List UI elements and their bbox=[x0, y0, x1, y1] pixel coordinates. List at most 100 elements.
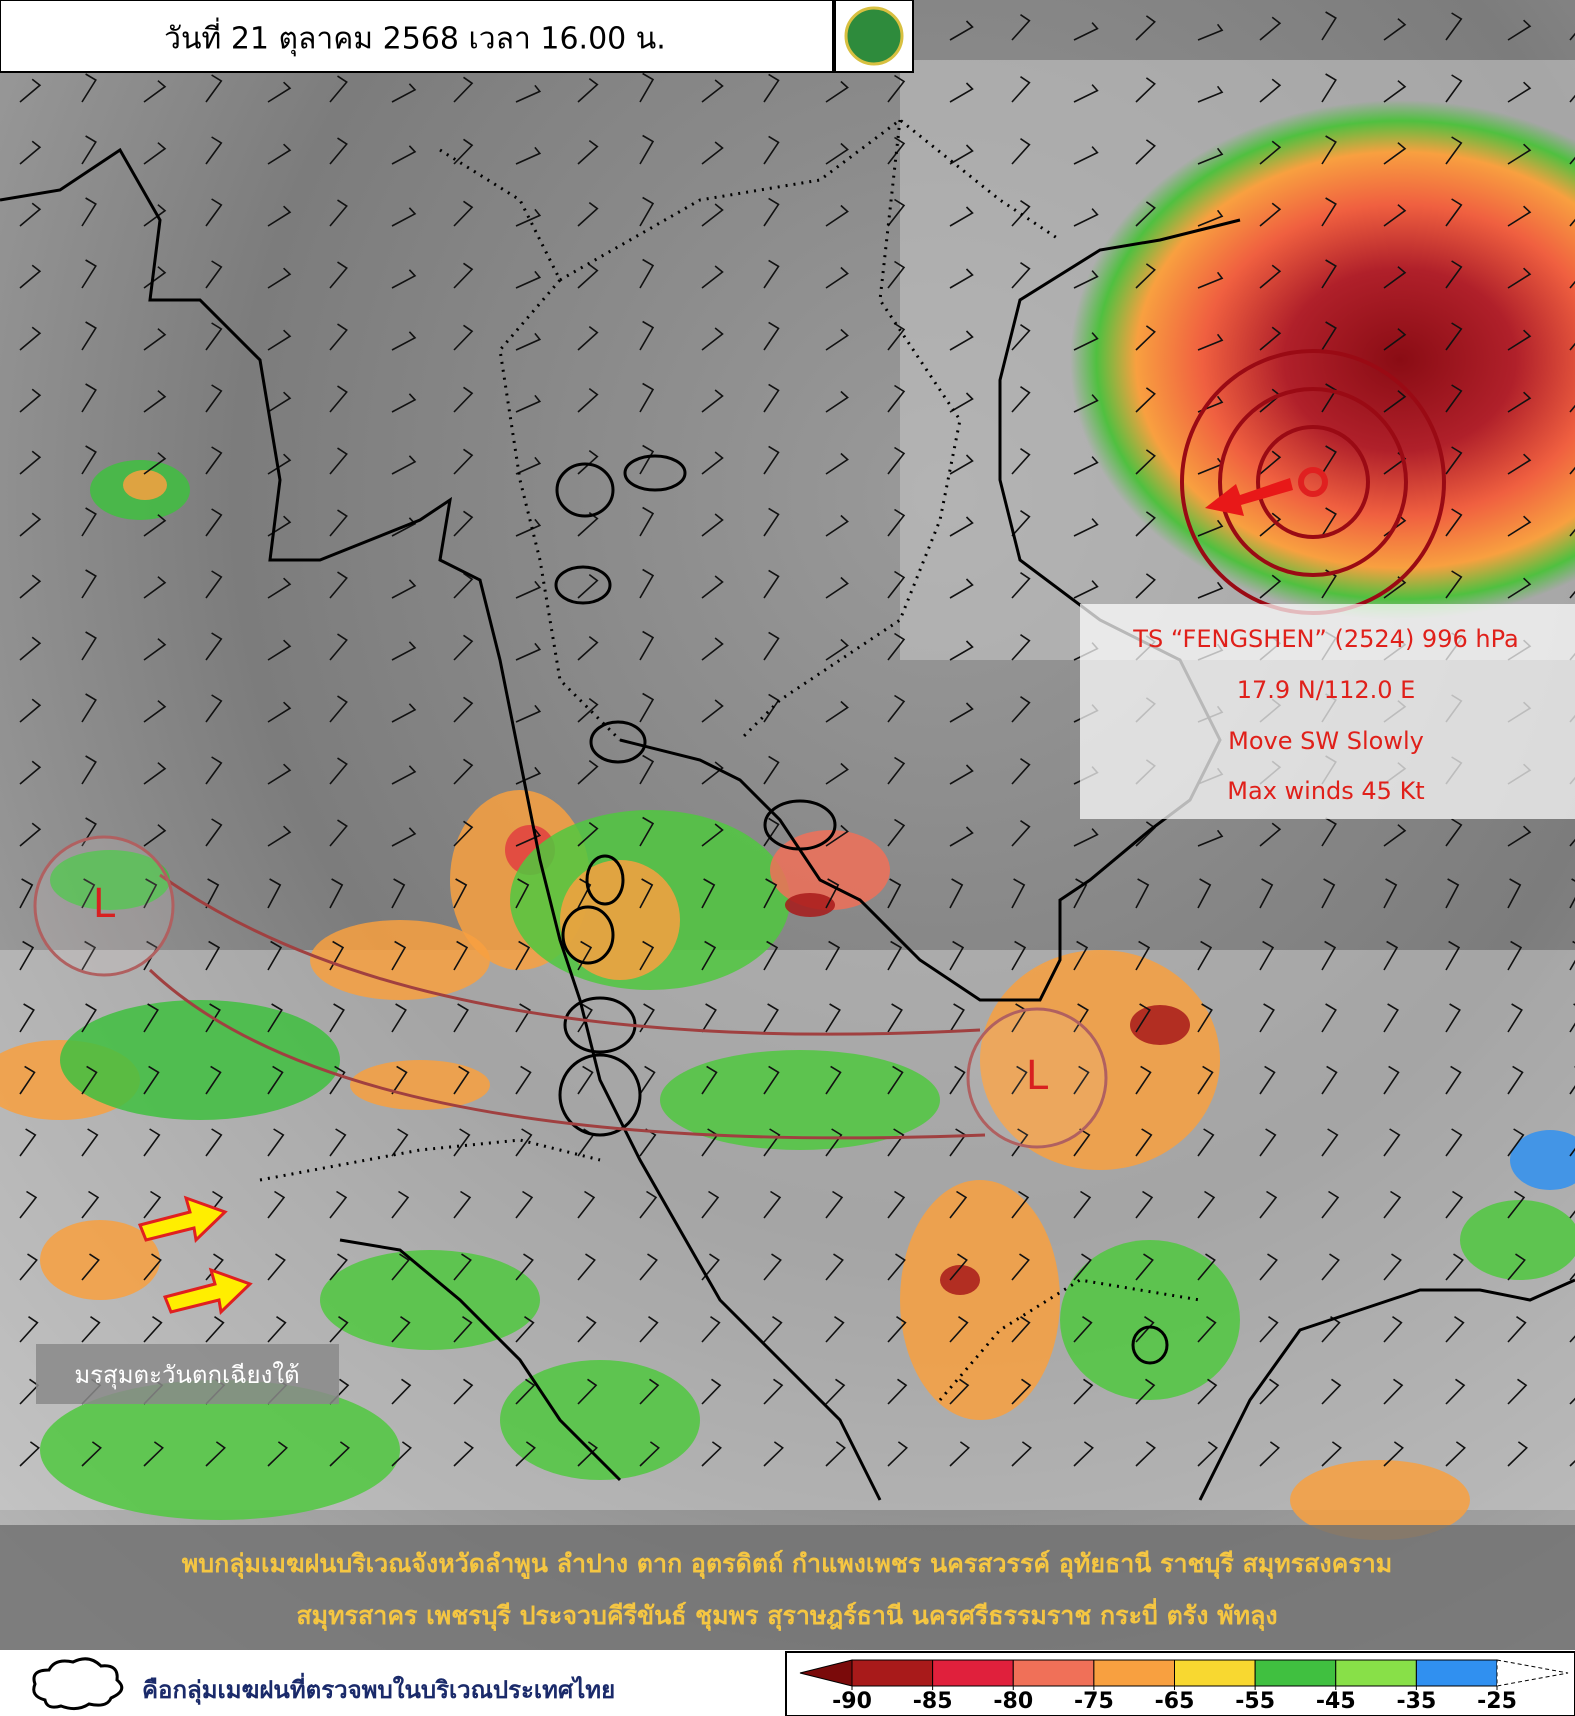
wind-barb bbox=[1507, 81, 1532, 103]
wind-barb bbox=[949, 1003, 965, 1033]
wind-barb bbox=[825, 1003, 841, 1033]
wind-barb bbox=[453, 572, 474, 599]
wind-barb bbox=[1507, 1128, 1525, 1157]
wind-barb bbox=[19, 202, 42, 227]
wind-barb bbox=[887, 136, 906, 165]
wind-barb bbox=[81, 507, 97, 537]
wind-barb bbox=[701, 327, 724, 351]
wind-barb bbox=[1197, 878, 1212, 909]
wind-barb bbox=[825, 762, 849, 785]
wind-barb bbox=[143, 1003, 159, 1033]
low-pressure-circle bbox=[33, 835, 175, 977]
wind-barb bbox=[1321, 1003, 1337, 1033]
wind-barb bbox=[701, 513, 724, 537]
cloud-legend-label: คือกลุ่มเมฆฝนที่ตรวจพบในบริเวณประเทศไทย bbox=[142, 1672, 615, 1706]
storm-motion-arrow bbox=[1205, 478, 1293, 516]
wind-barb bbox=[143, 328, 167, 351]
wind-barb bbox=[887, 1441, 908, 1467]
wind-barb bbox=[577, 201, 599, 227]
wind-barb bbox=[267, 940, 283, 971]
wind-barb bbox=[825, 1253, 844, 1281]
wind-barb bbox=[19, 1316, 39, 1343]
wind-barb bbox=[701, 265, 724, 289]
wind-barb bbox=[1011, 572, 1031, 599]
wind-barb bbox=[1197, 1378, 1218, 1405]
wind-barb bbox=[1011, 1378, 1032, 1405]
wind-barb bbox=[1135, 573, 1156, 599]
header-title: วันที่ 21 ตุลาคม 2568 เวลา 16.00 น. bbox=[164, 18, 666, 58]
wind-barb bbox=[825, 1065, 842, 1095]
wind-barb bbox=[639, 1378, 660, 1405]
wind-barb bbox=[949, 878, 964, 909]
wind-barb bbox=[825, 940, 841, 971]
wind-barb bbox=[825, 80, 849, 103]
wind-barb bbox=[205, 818, 223, 847]
wind-barb bbox=[1383, 1378, 1404, 1405]
wind-barb bbox=[887, 1003, 903, 1033]
monsoon-label: มรสุมตะวันตกเฉียงใต้ bbox=[74, 1361, 299, 1390]
wind-barb bbox=[949, 1190, 968, 1219]
wind-barb bbox=[267, 453, 292, 475]
wind-barb bbox=[825, 1441, 846, 1467]
wind-barb bbox=[577, 821, 599, 847]
scale-cell bbox=[1415, 1659, 1498, 1687]
wind-barb bbox=[763, 1316, 783, 1343]
wind-barb bbox=[887, 1190, 906, 1219]
wind-barb bbox=[763, 755, 780, 785]
wind-barb bbox=[205, 136, 223, 165]
wind-barb bbox=[81, 1065, 98, 1095]
wind-barb bbox=[1445, 1128, 1463, 1157]
wind-barb bbox=[1073, 878, 1088, 909]
scale-tick-label: -25 bbox=[1477, 1689, 1517, 1714]
wind-barb bbox=[1197, 1441, 1218, 1467]
wind-barb bbox=[1321, 1190, 1340, 1219]
wind-barb bbox=[577, 449, 599, 475]
wind-barb bbox=[19, 1253, 38, 1281]
wind-barb bbox=[577, 77, 599, 103]
wind-barb bbox=[81, 940, 97, 971]
wind-barb bbox=[391, 1441, 412, 1467]
rain-cloud bbox=[1510, 1130, 1575, 1190]
wind-barb bbox=[763, 259, 780, 289]
wind-barb bbox=[1073, 22, 1099, 41]
wind-barb bbox=[887, 940, 903, 971]
wind-barb bbox=[329, 323, 348, 351]
wind-barb bbox=[949, 206, 974, 227]
wind-barb bbox=[1507, 453, 1532, 475]
wind-barb bbox=[1445, 260, 1463, 289]
wind-barb bbox=[1073, 1316, 1093, 1343]
wind-barb bbox=[577, 263, 599, 289]
wind-barb bbox=[1507, 267, 1532, 289]
wind-barb bbox=[1197, 1003, 1213, 1033]
wind-barb bbox=[81, 1003, 97, 1033]
wind-barb bbox=[1135, 1378, 1156, 1405]
wind-barb bbox=[887, 1378, 908, 1405]
wind-barb bbox=[887, 694, 906, 723]
wind-barb bbox=[825, 266, 849, 289]
wind-barb bbox=[329, 695, 348, 723]
wind-barb bbox=[329, 1128, 347, 1157]
wind-barb bbox=[1507, 391, 1532, 413]
wind-barb bbox=[1011, 1128, 1029, 1157]
wind-barb bbox=[949, 1378, 970, 1405]
wind-barb bbox=[949, 1316, 969, 1343]
wind-barb bbox=[1011, 878, 1026, 909]
wind-barb bbox=[1259, 1253, 1278, 1281]
wind-barb bbox=[329, 819, 348, 847]
wind-barb bbox=[701, 1253, 720, 1281]
wind-barb bbox=[515, 1128, 533, 1157]
wind-barb bbox=[81, 259, 97, 289]
wind-barb bbox=[515, 828, 542, 847]
wind-barb bbox=[701, 1441, 722, 1467]
wind-barb bbox=[515, 940, 531, 971]
wind-barb bbox=[1569, 878, 1575, 909]
wind-barb bbox=[949, 144, 974, 165]
wind-barb bbox=[81, 693, 97, 723]
wind-barb bbox=[1321, 878, 1336, 909]
wind-barb bbox=[1507, 205, 1532, 227]
wind-barb bbox=[1507, 940, 1523, 971]
wind-barb bbox=[391, 579, 417, 599]
wind-barb bbox=[143, 1316, 163, 1343]
wind-barb bbox=[949, 1253, 968, 1281]
wind-barb bbox=[267, 1253, 286, 1281]
